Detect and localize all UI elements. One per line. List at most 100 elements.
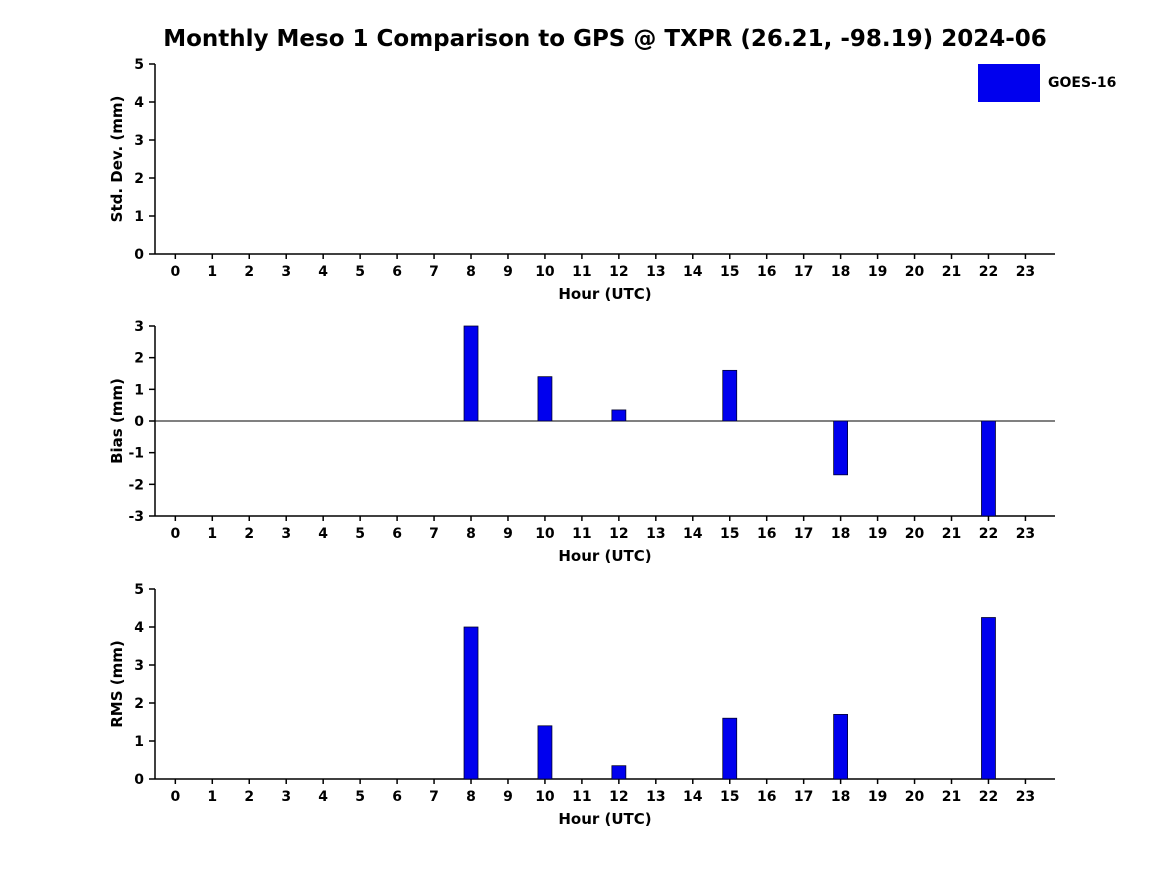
- y-axis-label: Bias (mm): [108, 378, 126, 464]
- x-tick-label: 6: [392, 264, 402, 280]
- x-tick-label: 21: [942, 526, 961, 542]
- x-tick-label: 6: [392, 789, 402, 805]
- x-tick-label: 5: [355, 789, 365, 805]
- x-tick-label: 4: [318, 789, 328, 805]
- x-tick-label: 18: [831, 526, 850, 542]
- x-tick-label: 2: [244, 264, 254, 280]
- x-tick-label: 19: [868, 526, 887, 542]
- x-tick-label: 17: [794, 526, 813, 542]
- x-tick-label: 14: [683, 526, 703, 542]
- x-tick-label: 5: [355, 526, 365, 542]
- x-tick-label: 12: [609, 526, 628, 542]
- x-tick-label: 18: [831, 789, 850, 805]
- x-tick-label: 21: [942, 264, 961, 280]
- x-tick-label: 10: [535, 526, 555, 542]
- bar-hour-15: [722, 717, 738, 780]
- y-ticks: 0 1 2 3 4 5: [134, 57, 155, 263]
- x-tick-label: 12: [609, 264, 628, 280]
- bar-hour-22: [981, 617, 996, 780]
- bars-goes-16: [463, 325, 996, 517]
- bar-hour-18: [833, 714, 849, 780]
- x-tick-label: 1: [207, 264, 217, 280]
- y-tick-label: 2: [134, 171, 144, 187]
- bar-hour-15: [722, 369, 738, 422]
- bar-hour-18: [833, 420, 849, 476]
- y-tick-label: 0: [134, 247, 144, 263]
- bar-hour-12: [611, 409, 627, 422]
- y-tick-label: 4: [134, 620, 144, 636]
- x-tick-label: 16: [757, 789, 776, 805]
- x-tick-label: 14: [683, 264, 703, 280]
- x-tick-label: 10: [535, 264, 555, 280]
- x-tick-label: 9: [503, 264, 513, 280]
- x-axis-label: Hour (UTC): [558, 810, 651, 828]
- y-ticks: 0 1 2 3 4 5: [134, 582, 155, 788]
- x-tick-label: 8: [466, 264, 476, 280]
- x-tick-label: 16: [757, 264, 776, 280]
- y-tick-label: 0: [134, 772, 144, 788]
- x-tick-label: 11: [572, 526, 591, 542]
- x-tick-label: 18: [831, 264, 850, 280]
- x-tick-label: 2: [244, 526, 254, 542]
- x-tick-label: 6: [392, 526, 402, 542]
- x-tick-label: 23: [1016, 526, 1035, 542]
- bar-hour-22: [981, 420, 996, 517]
- x-tick-label: 12: [609, 789, 628, 805]
- x-tick-label: 7: [429, 264, 439, 280]
- x-tick-label: 0: [170, 264, 180, 280]
- y-tick-label: 4: [134, 95, 144, 111]
- x-ticks: 0 1 2 3 4 5 6 7 8 9 10 11 12 13 14 15 16 17 18 19 20 21 22 23: [170, 254, 1035, 280]
- bar-hour-8: [463, 325, 479, 422]
- x-tick-label: 13: [646, 526, 665, 542]
- x-tick-label: 17: [794, 264, 813, 280]
- y-axis-label: RMS (mm): [108, 640, 126, 727]
- x-tick-label: 20: [905, 789, 925, 805]
- x-tick-label: 7: [429, 526, 439, 542]
- x-tick-label: 11: [572, 789, 591, 805]
- x-tick-label: 1: [207, 526, 217, 542]
- x-tick-label: 9: [503, 526, 513, 542]
- x-tick-label: 5: [355, 264, 365, 280]
- x-tick-label: 19: [868, 264, 887, 280]
- x-tick-label: 17: [794, 789, 813, 805]
- x-ticks: 0 1 2 3 4 5 6 7 8 9 10 11 12 13 14 15 16 17 18 19 20 21 22 23: [170, 516, 1035, 542]
- y-tick-label: 3: [134, 319, 144, 335]
- bar-hour-10: [537, 725, 553, 780]
- y-tick-label: 2: [134, 351, 144, 367]
- x-ticks: 0 1 2 3 4 5 6 7 8 9 10 11 12 13 14 15 16 17 18 19 20 21 22 23: [170, 779, 1035, 805]
- legend: GOES-16: [978, 64, 1116, 102]
- x-axis-label: Hour (UTC): [558, 547, 651, 565]
- x-tick-label: 3: [281, 264, 291, 280]
- x-tick-label: 14: [683, 789, 703, 805]
- y-tick-label: 3: [134, 133, 144, 149]
- y-tick-label: -2: [128, 477, 144, 493]
- legend-swatch-goes16: [978, 64, 1040, 102]
- y-tick-label: 0: [134, 414, 144, 430]
- y-tick-label: 2: [134, 696, 144, 712]
- x-tick-label: 4: [318, 526, 328, 542]
- x-tick-label: 4: [318, 264, 328, 280]
- x-tick-label: 20: [905, 526, 925, 542]
- bar-hour-10: [537, 376, 553, 422]
- x-tick-label: 22: [979, 264, 998, 280]
- x-tick-label: 8: [466, 789, 476, 805]
- x-tick-label: 15: [720, 789, 739, 805]
- y-tick-label: 5: [134, 582, 144, 598]
- x-tick-label: 13: [646, 789, 665, 805]
- x-tick-label: 8: [466, 526, 476, 542]
- y-tick-label: -3: [128, 509, 144, 525]
- x-tick-label: 22: [979, 789, 998, 805]
- x-tick-label: 10: [535, 789, 555, 805]
- x-tick-label: 23: [1016, 264, 1035, 280]
- x-tick-label: 15: [720, 526, 739, 542]
- x-tick-label: 1: [207, 789, 217, 805]
- x-tick-label: 11: [572, 264, 591, 280]
- x-axis-label: Hour (UTC): [558, 285, 651, 303]
- y-tick-label: -1: [128, 446, 144, 462]
- bar-hour-8: [463, 626, 479, 780]
- x-tick-label: 9: [503, 789, 513, 805]
